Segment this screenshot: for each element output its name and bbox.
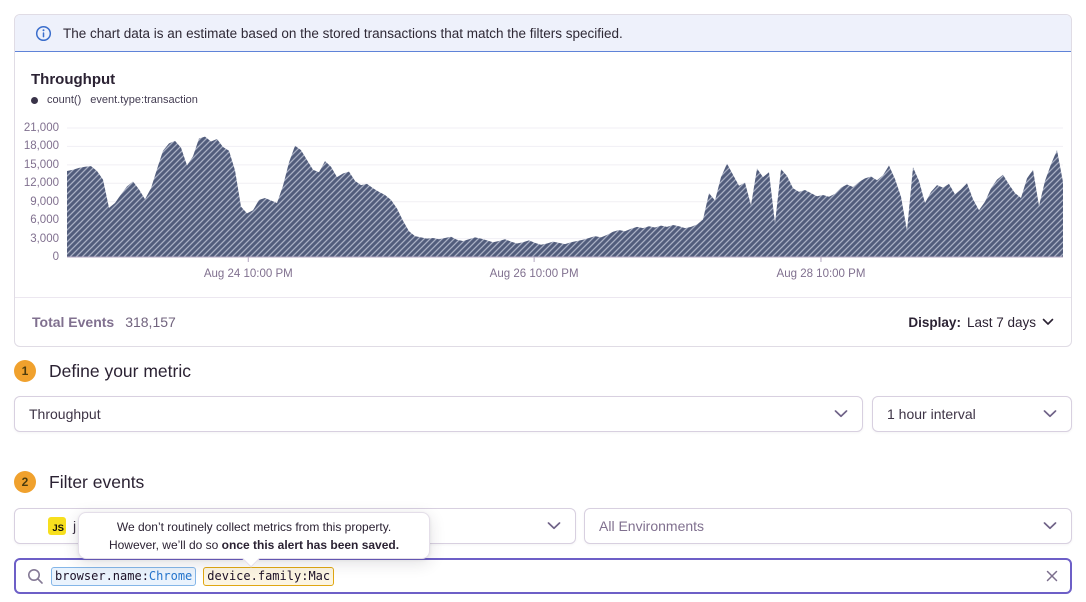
chevron-down-icon bbox=[834, 410, 848, 418]
project-select-value: j bbox=[73, 518, 77, 534]
total-events: Total Events 318,157 bbox=[32, 314, 176, 330]
banner-text: The chart data is an estimate based on t… bbox=[63, 25, 623, 41]
clear-search-button[interactable] bbox=[1045, 569, 1059, 583]
chart-legend: count() event.type:transaction bbox=[31, 94, 198, 106]
y-axis-label: 18,000 bbox=[23, 140, 59, 153]
step-2-badge: 2 bbox=[14, 471, 36, 493]
chevron-down-icon bbox=[1042, 318, 1054, 325]
legend-query-label: event.type:transaction bbox=[90, 94, 198, 106]
display-value: Last 7 days bbox=[966, 314, 1036, 330]
info-icon bbox=[35, 25, 52, 41]
throughput-area-chart bbox=[67, 127, 1063, 262]
step-2-title: Filter events bbox=[49, 471, 145, 492]
step-1-title: Define your metric bbox=[49, 360, 191, 381]
close-icon bbox=[1046, 570, 1058, 582]
interval-select[interactable]: 1 hour interval bbox=[872, 396, 1072, 432]
environment-select-value: All Environments bbox=[599, 518, 705, 534]
legend-dot-icon bbox=[31, 96, 38, 104]
tooltip-line-2: However, we’ll do so once this alert has… bbox=[108, 537, 400, 552]
metrics-info-tooltip: We don’t routinely collect metrics from … bbox=[78, 512, 430, 567]
total-events-label: Total Events bbox=[32, 314, 115, 330]
y-axis-label: 15,000 bbox=[23, 158, 59, 171]
tooltip-line-1: We don’t routinely collect metrics from … bbox=[116, 519, 392, 534]
x-axis-label: Aug 28 10:00 PM bbox=[776, 268, 866, 280]
step-1-header: 1 Define your metric bbox=[14, 360, 191, 382]
chart-plot-area: 0 3,000 6,000 9,000 12,000 15,000 18,000 21,000… bbox=[15, 122, 1071, 294]
chevron-down-icon bbox=[1043, 410, 1057, 418]
chart-title: Throughput bbox=[31, 71, 116, 88]
metric-select[interactable]: Throughput bbox=[14, 396, 863, 432]
chevron-down-icon bbox=[1043, 522, 1057, 530]
chevron-down-icon bbox=[547, 522, 561, 530]
y-axis: 0 3,000 6,000 9,000 12,000 15,000 18,000 21,000 bbox=[15, 122, 63, 264]
y-axis-label: 9,000 bbox=[30, 195, 59, 208]
y-axis-label: 3,000 bbox=[30, 232, 59, 245]
step-2-header: 2 Filter events bbox=[14, 471, 144, 493]
x-axis-label: Aug 24 10:00 PM bbox=[203, 268, 293, 280]
info-banner: The chart data is an estimate based on t… bbox=[15, 15, 1071, 52]
display-period-select[interactable]: Display: Last 7 days bbox=[908, 315, 1054, 330]
filter-token-browser-name[interactable]: browser.name:Chrome bbox=[51, 566, 197, 586]
step-1-badge: 1 bbox=[14, 360, 36, 382]
y-axis-label: 12,000 bbox=[23, 177, 59, 190]
total-events-value: 318,157 bbox=[125, 314, 176, 330]
metric-select-value: Throughput bbox=[29, 406, 101, 422]
search-input[interactable]: browser.name:Chrome device.family:Mac bbox=[14, 558, 1072, 594]
y-axis-label: 21,000 bbox=[23, 122, 59, 134]
search-icon bbox=[28, 568, 43, 584]
interval-select-value: 1 hour interval bbox=[887, 406, 976, 422]
filter-token-device-family[interactable]: device.family:Mac bbox=[203, 566, 335, 586]
display-label: Display: bbox=[908, 314, 961, 330]
y-axis-label: 0 bbox=[52, 251, 59, 263]
y-axis-label: 6,000 bbox=[30, 214, 59, 227]
chart-footer: Total Events 318,157 Display: Last 7 day… bbox=[15, 297, 1071, 346]
chart-card: The chart data is an estimate based on t… bbox=[14, 14, 1072, 347]
javascript-platform-icon: JS bbox=[48, 517, 66, 535]
legend-series-label: count() bbox=[47, 94, 82, 106]
environment-select[interactable]: All Environments bbox=[584, 508, 1072, 544]
x-axis-label: Aug 26 10:00 PM bbox=[489, 268, 579, 280]
